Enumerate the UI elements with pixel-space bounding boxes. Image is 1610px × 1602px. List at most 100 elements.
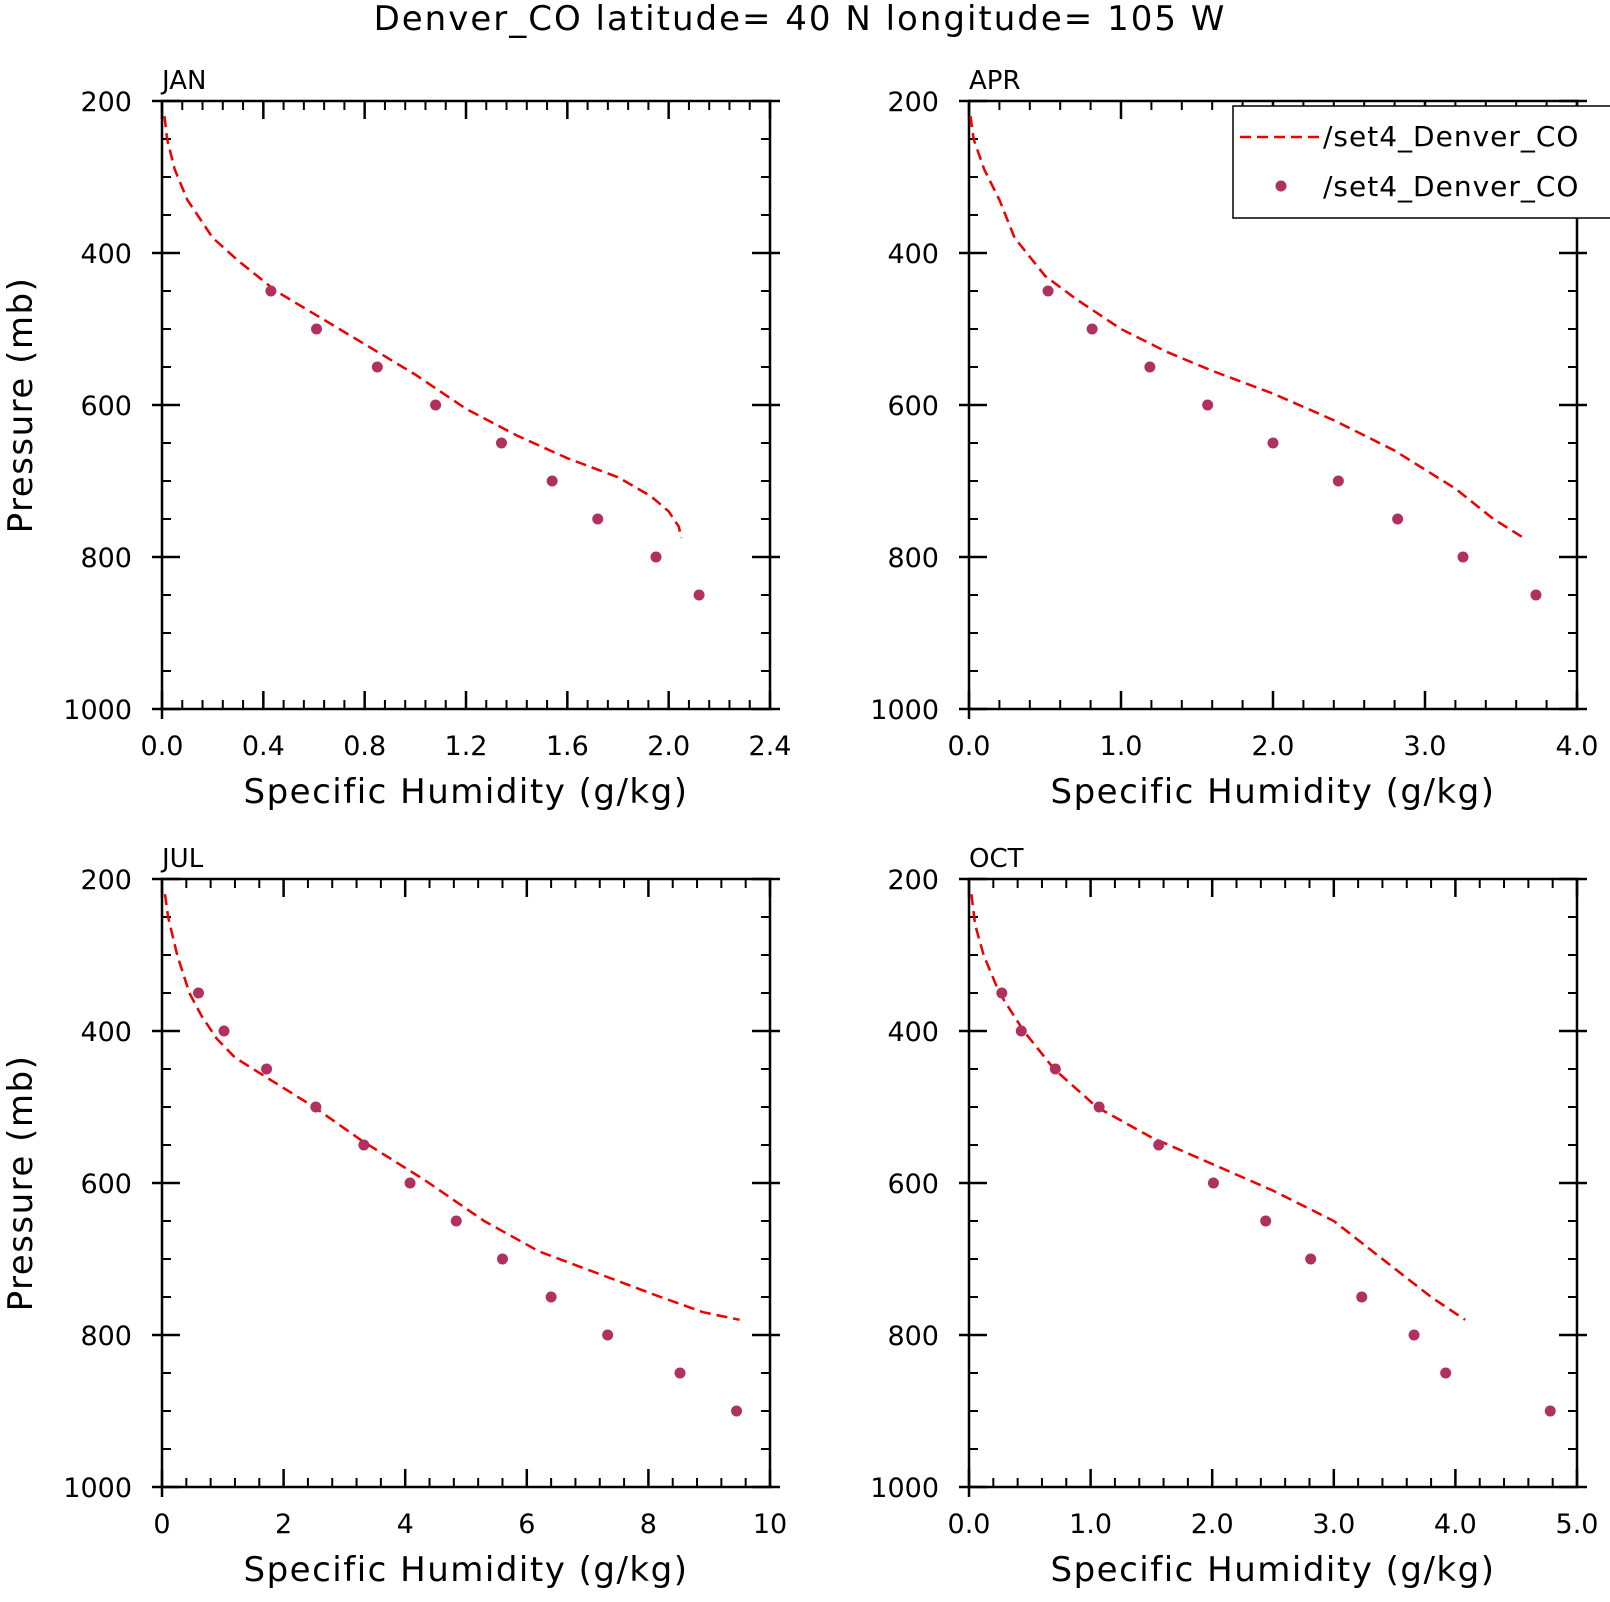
y-tick-label: 800 <box>80 543 132 574</box>
x-axis-label: Specific Humidity (g/kg) <box>1051 772 1496 812</box>
plot-frame <box>967 877 1579 1489</box>
model-line-series <box>163 894 740 1322</box>
x-axis-label: Specific Humidity (g/kg) <box>1051 1550 1496 1590</box>
obs-point <box>996 987 1008 999</box>
obs-point <box>674 1367 686 1379</box>
obs-point <box>1042 285 1054 297</box>
model-line-series <box>163 116 683 539</box>
legend-dot-swatch <box>1275 180 1287 192</box>
x-tick-label: 2.0 <box>647 731 690 762</box>
obs-point <box>1305 1253 1317 1265</box>
x-tick-label: 3.0 <box>1312 1509 1355 1540</box>
model-line-series <box>969 116 1525 540</box>
obs-point <box>1144 361 1156 373</box>
obs-point <box>1153 1139 1165 1151</box>
obs-point <box>1457 551 1469 563</box>
x-tick-label: 10 <box>753 1509 787 1540</box>
obs-point <box>311 323 323 335</box>
obs-point <box>1049 1063 1061 1075</box>
obs-point <box>1332 475 1344 487</box>
obs-point <box>1015 1025 1027 1037</box>
y-tick-label: 600 <box>80 1169 132 1200</box>
plot-frame <box>160 99 772 711</box>
legend-entry-label: /set4_Denver_CO <box>1323 120 1579 153</box>
panel-oct: OCT 0.0 1.0 2.0 3.0 4.0 5.0 200 400 600 800 1000 Spe… <box>870 844 1598 1590</box>
obs-point <box>592 513 604 525</box>
obs-point <box>495 437 507 449</box>
obs-point <box>546 475 558 487</box>
panel-jan: JAN 0.0 0.4 0.8 1.2 1.6 2.0 2.4 200 400 600 800 1000… <box>1 66 791 812</box>
obs-point <box>496 1253 508 1265</box>
obs-point <box>1544 1405 1556 1417</box>
obs-point <box>192 987 204 999</box>
x-tick-label: 0.0 <box>948 731 991 762</box>
y-tick-label: 1000 <box>63 1473 132 1504</box>
x-tick-label: 2 <box>275 1509 292 1540</box>
obs-point <box>545 1291 557 1303</box>
obs-point <box>265 285 277 297</box>
panel-title: OCT <box>969 844 1024 874</box>
panel-jul: JUL 0 2 4 6 8 10 200 400 600 800 1000 Specific Humid… <box>1 844 787 1590</box>
plot-frame <box>160 877 772 1489</box>
x-tick-label: 4.0 <box>1556 731 1599 762</box>
x-tick-label: 0.0 <box>948 1509 991 1540</box>
model-line-series <box>970 894 1466 1321</box>
obs-point <box>1440 1367 1452 1379</box>
obs-point <box>261 1063 273 1075</box>
x-tick-label: 2.4 <box>749 731 792 762</box>
obs-point <box>1392 513 1404 525</box>
x-axis-label: Specific Humidity (g/kg) <box>244 1550 689 1590</box>
obs-point <box>371 361 383 373</box>
obs-point <box>218 1025 230 1037</box>
obs-point <box>310 1101 322 1113</box>
obs-point <box>358 1139 370 1151</box>
x-tick-label: 5.0 <box>1556 1509 1599 1540</box>
legend: /set4_Denver_CO/set4_Denver_CO <box>1232 105 1610 219</box>
y-axis-label: Pressure (mb) <box>1 1055 41 1312</box>
x-tick-label: 0.0 <box>141 731 184 762</box>
y-tick-label: 800 <box>887 1321 939 1352</box>
y-tick-label: 200 <box>80 87 132 118</box>
x-tick-label: 4 <box>397 1509 414 1540</box>
y-axis-label: Pressure (mb) <box>1 277 41 534</box>
obs-point <box>1267 437 1279 449</box>
x-tick-label: 0.8 <box>343 731 386 762</box>
x-tick-label: 8 <box>640 1509 657 1540</box>
y-tick-label: 400 <box>887 239 939 270</box>
x-tick-label: 0 <box>153 1509 170 1540</box>
x-tick-label: 1.0 <box>1069 1509 1112 1540</box>
y-tick-label: 1000 <box>63 695 132 726</box>
y-tick-label: 800 <box>887 543 939 574</box>
y-tick-label: 400 <box>80 239 132 270</box>
obs-point <box>1408 1329 1420 1341</box>
obs-point <box>1207 1177 1219 1189</box>
obs-point <box>602 1329 614 1341</box>
y-tick-label: 1000 <box>870 1473 939 1504</box>
obs-point <box>1202 399 1214 411</box>
obs-point <box>1530 589 1542 601</box>
panel-title: JAN <box>160 66 206 96</box>
obs-point <box>1086 323 1098 335</box>
obs-point <box>731 1405 743 1417</box>
legend-box <box>1232 105 1610 219</box>
panel-title: APR <box>969 66 1021 96</box>
x-tick-label: 2.0 <box>1191 1509 1234 1540</box>
y-tick-label: 600 <box>887 1169 939 1200</box>
y-tick-label: 400 <box>80 1017 132 1048</box>
panel-title: JUL <box>160 844 204 874</box>
obs-point <box>404 1177 416 1189</box>
obs-point <box>693 589 705 601</box>
x-tick-label: 6 <box>518 1509 535 1540</box>
x-tick-label: 0.4 <box>242 731 285 762</box>
y-tick-label: 400 <box>887 1017 939 1048</box>
obs-point <box>450 1215 462 1227</box>
y-tick-label: 1000 <box>870 695 939 726</box>
y-tick-label: 600 <box>887 391 939 422</box>
obs-point <box>650 551 662 563</box>
y-tick-label: 200 <box>80 865 132 896</box>
y-tick-label: 800 <box>80 1321 132 1352</box>
figure-title: Denver_CO latitude= 40 N longitude= 105 … <box>374 0 1227 39</box>
y-tick-label: 200 <box>887 865 939 896</box>
